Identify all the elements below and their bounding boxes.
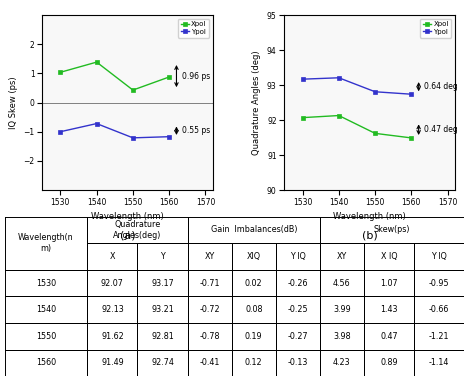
Text: 4.56: 4.56: [333, 279, 351, 288]
X-axis label: Wavelength (nm): Wavelength (nm): [91, 212, 164, 221]
Text: 1.07: 1.07: [380, 279, 398, 288]
Text: 4.23: 4.23: [333, 358, 351, 367]
Text: 0.02: 0.02: [245, 279, 263, 288]
Text: -1.21: -1.21: [429, 332, 449, 341]
Text: 1540: 1540: [36, 305, 56, 314]
Text: 0.47 deg: 0.47 deg: [424, 125, 458, 135]
Text: 92.81: 92.81: [151, 332, 174, 341]
Text: Y IQ: Y IQ: [431, 252, 447, 261]
Legend: Xpol, Ypol: Xpol, Ypol: [420, 19, 452, 38]
Text: 1560: 1560: [36, 358, 56, 367]
Text: -0.25: -0.25: [287, 305, 308, 314]
Text: -0.13: -0.13: [287, 358, 308, 367]
Text: 0.96 ps: 0.96 ps: [182, 71, 210, 81]
Text: XY: XY: [337, 252, 347, 261]
Text: Skew(ps): Skew(ps): [374, 225, 410, 234]
Text: (b): (b): [362, 231, 378, 241]
Y-axis label: IQ Skew (ps): IQ Skew (ps): [9, 76, 18, 129]
Text: 0.19: 0.19: [245, 332, 263, 341]
Text: 0.55 ps: 0.55 ps: [182, 127, 210, 135]
Text: 91.49: 91.49: [101, 358, 124, 367]
Text: 92.07: 92.07: [101, 279, 124, 288]
Text: 1550: 1550: [36, 332, 56, 341]
Text: 92.13: 92.13: [101, 305, 124, 314]
Text: XIQ: XIQ: [247, 252, 261, 261]
Text: 0.08: 0.08: [245, 305, 263, 314]
Text: 0.64 deg: 0.64 deg: [424, 82, 458, 91]
Text: -1.14: -1.14: [429, 358, 449, 367]
Text: -0.95: -0.95: [429, 279, 449, 288]
Text: 93.17: 93.17: [151, 279, 174, 288]
X-axis label: Wavelength (nm): Wavelength (nm): [333, 212, 406, 221]
Text: -0.66: -0.66: [429, 305, 449, 314]
Text: X IQ: X IQ: [381, 252, 397, 261]
Text: 93.21: 93.21: [151, 305, 174, 314]
Text: -0.71: -0.71: [199, 279, 220, 288]
Text: X: X: [110, 252, 115, 261]
Legend: Xpol, Ypol: Xpol, Ypol: [178, 19, 209, 38]
Text: 3.99: 3.99: [333, 305, 351, 314]
Text: -0.72: -0.72: [199, 305, 220, 314]
Text: 92.74: 92.74: [151, 358, 174, 367]
Y-axis label: Quadrature Angles (deg): Quadrature Angles (deg): [252, 50, 261, 155]
Text: 0.47: 0.47: [380, 332, 398, 341]
Text: -0.27: -0.27: [287, 332, 308, 341]
Text: Wavelength(n
m): Wavelength(n m): [18, 233, 74, 253]
Text: -0.26: -0.26: [287, 279, 308, 288]
Text: -0.78: -0.78: [199, 332, 220, 341]
Text: Gain  Imbalances(dB): Gain Imbalances(dB): [211, 225, 297, 234]
Text: Y: Y: [160, 252, 165, 261]
Text: 0.89: 0.89: [380, 358, 398, 367]
Text: 0.12: 0.12: [245, 358, 263, 367]
Text: 1530: 1530: [36, 279, 56, 288]
Text: 1.43: 1.43: [380, 305, 398, 314]
Text: Quadrature
Angles(deg): Quadrature Angles(deg): [113, 220, 162, 240]
Text: -0.41: -0.41: [199, 358, 220, 367]
Text: XY: XY: [204, 252, 215, 261]
Text: 3.98: 3.98: [333, 332, 351, 341]
Text: 91.62: 91.62: [101, 332, 124, 341]
Text: Y IQ: Y IQ: [290, 252, 306, 261]
Text: (a): (a): [120, 231, 135, 241]
